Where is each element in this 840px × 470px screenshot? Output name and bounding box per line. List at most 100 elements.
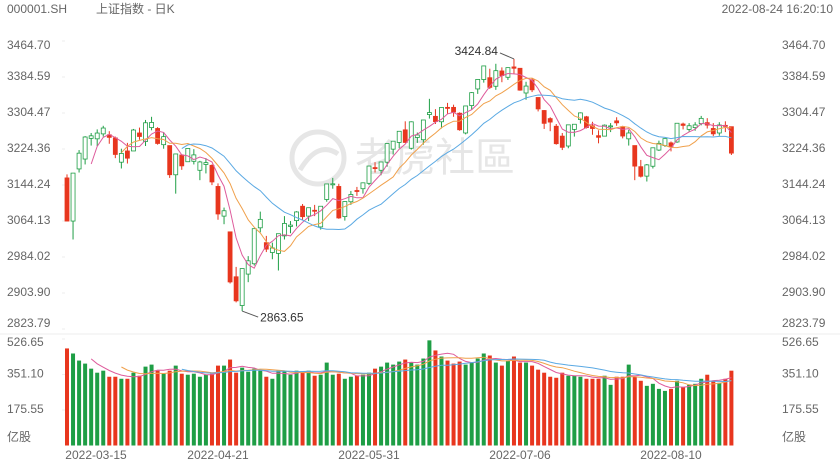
- volume-bar: [421, 358, 426, 446]
- candle-body: [366, 165, 372, 184]
- volume-bar: [379, 366, 384, 446]
- volume-bar: [620, 376, 625, 446]
- volume-bar: [451, 363, 456, 446]
- y-tick-label-right: 3304.47: [782, 105, 826, 119]
- volume-bar: [560, 372, 565, 446]
- volume-bar: [330, 374, 335, 446]
- volume-bar: [675, 380, 680, 446]
- candle-body: [384, 143, 390, 163]
- y-tick-label: 3224.36: [7, 141, 51, 155]
- candle-body: [191, 154, 197, 162]
- volume-bar: [240, 367, 245, 446]
- volume-bar: [234, 372, 239, 446]
- candle-body: [306, 207, 312, 217]
- volume-bar: [699, 378, 704, 446]
- candle-body: [197, 161, 203, 171]
- volume-bar: [258, 370, 263, 446]
- candle-body: [251, 228, 257, 265]
- candle-body: [565, 124, 571, 147]
- volume-bar: [403, 359, 408, 446]
- candle-body: [245, 260, 251, 275]
- volume-bar: [300, 372, 305, 446]
- volume-ma: [181, 358, 732, 383]
- candle-body: [348, 194, 354, 203]
- volume-bar: [711, 380, 716, 446]
- volume-bar: [524, 362, 529, 446]
- candle-body: [88, 135, 94, 139]
- candle-body: [596, 135, 601, 138]
- volume-bar: [83, 363, 88, 446]
- candle-body: [529, 79, 535, 91]
- volume-bar: [125, 378, 130, 446]
- candle-body: [360, 182, 366, 190]
- candle-body: [535, 97, 541, 110]
- symbol: 000001.SH: [7, 2, 67, 16]
- candle-body: [282, 223, 287, 237]
- candle-body: [559, 135, 565, 148]
- volume-bar: [427, 340, 432, 446]
- candle-body: [221, 210, 227, 217]
- x-tick-label: 2022-07-06: [489, 448, 551, 462]
- y-tick-label: 2823.79: [7, 316, 51, 330]
- x-tick-label: 2022-04-21: [187, 448, 249, 462]
- volume-bar: [276, 370, 281, 446]
- volume-bar: [216, 365, 220, 446]
- volume-bar: [433, 350, 438, 446]
- index-name: 上证指数 - 日K: [96, 1, 175, 16]
- volume-bar: [632, 376, 637, 446]
- candle-body: [433, 115, 438, 122]
- volume-bar: [197, 376, 202, 446]
- candle-body: [656, 142, 662, 151]
- candle-body: [692, 124, 698, 128]
- volume-tick-label-right: 351.10: [782, 367, 819, 381]
- candle-body: [662, 138, 668, 146]
- candle-body: [118, 153, 124, 163]
- y-tick-label-right: 2984.02: [782, 249, 826, 263]
- candle-body: [517, 67, 523, 91]
- volume-bar: [131, 372, 136, 446]
- candle-body: [294, 211, 299, 222]
- y-tick-label-right: 3224.36: [782, 141, 826, 155]
- volume-bar: [143, 366, 148, 446]
- volume-bar: [717, 382, 722, 446]
- low-marker-line: [241, 310, 259, 318]
- x-tick-label: 2022-08-10: [640, 448, 702, 462]
- volume-bar: [107, 376, 112, 446]
- candle-body: [390, 140, 396, 150]
- volume-bar: [173, 365, 178, 446]
- volume-bar: [415, 364, 420, 446]
- volume-bar: [191, 373, 196, 446]
- volume-bar: [530, 365, 535, 446]
- candle-body: [571, 123, 577, 130]
- volume-bar: [77, 360, 82, 446]
- candle-body: [674, 122, 680, 143]
- y-tick-label-right: 3384.59: [782, 69, 826, 83]
- volume-bar: [608, 384, 613, 446]
- volume-bar: [457, 361, 462, 446]
- candle-body: [233, 276, 239, 302]
- watermark-logo: [289, 129, 347, 187]
- volume-bar: [209, 373, 214, 446]
- candle-body: [318, 205, 324, 228]
- volume-bar: [687, 384, 692, 446]
- candle-body: [64, 177, 70, 222]
- candle-body: [137, 132, 142, 137]
- volume-bar: [518, 362, 522, 446]
- candle-body: [445, 106, 450, 109]
- volume-bar: [324, 362, 329, 446]
- volume-bar: [572, 375, 577, 446]
- price-ma: [90, 72, 732, 269]
- candle-body: [330, 183, 336, 186]
- candle-body: [239, 268, 245, 306]
- candle-body: [620, 126, 626, 137]
- y-tick-label-right: 3144.24: [782, 177, 826, 191]
- volume-bar: [650, 383, 655, 446]
- volume-bar: [385, 362, 390, 446]
- volume-bar: [119, 378, 124, 446]
- candle-body: [426, 112, 432, 115]
- volume-bar: [693, 383, 698, 446]
- volume-bar: [354, 375, 359, 446]
- volume-bar: [155, 370, 160, 446]
- y-tick-label: 3144.24: [7, 177, 51, 191]
- volume-bar: [669, 388, 673, 446]
